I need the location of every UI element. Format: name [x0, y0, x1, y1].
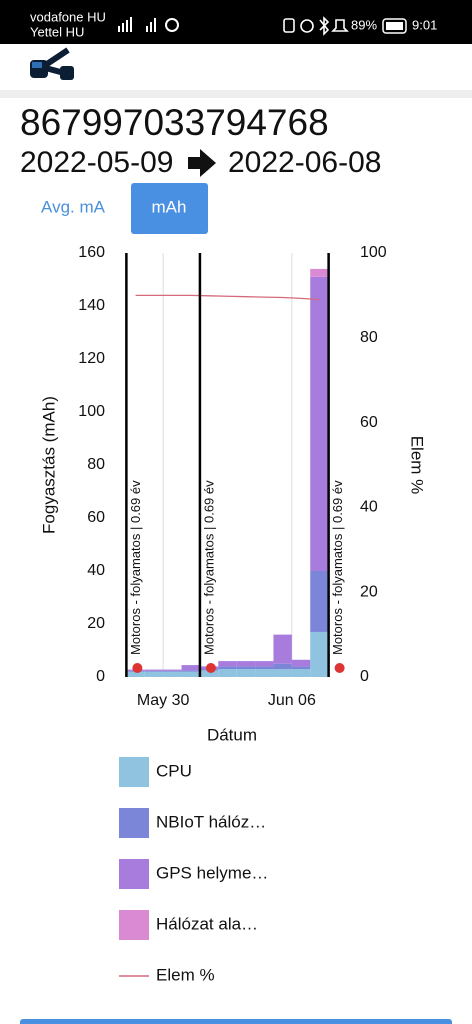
legend-label: NBIoT hálóz…: [156, 812, 266, 831]
annotation-text: Motoros - folyamatos | 0.69 év: [128, 480, 143, 655]
app-bar: [0, 44, 472, 92]
carrier: vodafone HU: [30, 9, 106, 24]
bar-segment: [236, 669, 256, 677]
annotation-icon: [132, 663, 143, 673]
bar-segment: [218, 661, 237, 667]
bar-segment: [236, 666, 256, 670]
legend-label: Hálózat ala…: [156, 914, 258, 933]
y-tick-label: 0: [96, 668, 105, 685]
x-axis-title: Dátum: [207, 725, 257, 744]
device-id: 867997033794768: [20, 102, 329, 143]
date-to: 2022-06-08: [228, 146, 381, 179]
battery-icon: [382, 18, 407, 34]
bar-segment: [181, 665, 200, 671]
battery-line: [135, 294, 320, 301]
clock: 9:01: [412, 17, 437, 32]
y-tick-label: 160: [78, 244, 105, 261]
carrier: Yettel HU: [30, 24, 84, 39]
y2-axis-title: Elem %: [408, 436, 427, 495]
annotation-icon: [205, 663, 216, 673]
tab-mah-bg[interactable]: [131, 183, 208, 234]
tab-mah[interactable]: mAh: [152, 197, 187, 216]
bar-segment: [218, 666, 237, 670]
y-tick-label: 80: [87, 456, 105, 473]
y-tick-label: 40: [87, 562, 105, 579]
bar-segment: [236, 661, 256, 667]
bar-segment: [255, 661, 274, 667]
bar-segment: [291, 666, 311, 670]
y-tick-label: 120: [78, 350, 105, 367]
tab-avg[interactable]: Avg. mA: [41, 197, 106, 216]
legend-label: GPS helyme…: [156, 863, 268, 882]
y2-tick-label: 0: [360, 668, 369, 685]
bar-segment: [310, 268, 329, 277]
bar-segment: [163, 669, 182, 671]
bar-segment: [126, 671, 145, 677]
bar-segment: [273, 669, 292, 677]
arrow: [188, 149, 216, 177]
bar-segment: [291, 669, 311, 677]
bar-segment: [181, 670, 200, 672]
bar-segment: [310, 571, 329, 632]
bar-segment: [218, 669, 237, 677]
y-tick-label: 60: [87, 509, 105, 526]
chart: May 30 Jun 06 0 20 40 60 80 100 120 140 160 0 20 40 60…: [39, 244, 426, 984]
date-from: 2022-05-09: [20, 146, 173, 179]
app-bar-shadow: [0, 90, 472, 98]
x-tick-label: Jun 06: [268, 692, 316, 709]
legend-swatch: [119, 859, 149, 889]
annotation-text: Motoros - folyamatos | 0.69 év: [330, 480, 345, 655]
signal-icons: [118, 17, 179, 32]
y-tick-label: 140: [78, 297, 105, 314]
legend-label: CPU: [156, 761, 192, 780]
bar-segment: [255, 666, 274, 670]
bar-segment: [273, 634, 292, 664]
bar-segment: [199, 670, 219, 677]
y2-tick-label: 100: [360, 244, 387, 261]
legend-swatch: [119, 808, 149, 838]
y-tick-label: 100: [78, 403, 105, 420]
y2-tick-label: 20: [360, 583, 378, 600]
bar-segment: [181, 671, 200, 677]
battery-level: [386, 22, 403, 30]
bar-segment: [310, 276, 329, 571]
legend-swatch: [119, 757, 149, 787]
annotation-text: Motoros - folyamatos | 0.69 év: [201, 480, 216, 655]
bar-segment: [255, 669, 274, 677]
bar-segment: [144, 669, 164, 671]
y2-tick-label: 40: [360, 499, 378, 516]
bar-segment: [163, 671, 182, 677]
bar-segment: [144, 670, 164, 672]
bar-segment: [273, 663, 292, 670]
y-axis-title: Fogyasztás (mAh): [39, 396, 58, 534]
bottom-button[interactable]: [20, 1019, 452, 1024]
bar-segment: [144, 671, 164, 677]
legend-swatch: [119, 910, 149, 940]
logo[interactable]: [30, 47, 74, 80]
legend-label: Elem %: [156, 965, 215, 984]
system-icons: [283, 16, 349, 36]
bar-segment: [163, 670, 182, 672]
battery-text: 89%: [351, 17, 377, 32]
bar-segment: [310, 631, 329, 677]
x-tick-label: May 30: [137, 692, 190, 709]
y2-tick-label: 60: [360, 414, 378, 431]
bar-segment: [291, 659, 311, 667]
y2-tick-label: 80: [360, 329, 378, 346]
y-tick-label: 20: [87, 615, 105, 632]
annotation-icon: [334, 663, 345, 673]
